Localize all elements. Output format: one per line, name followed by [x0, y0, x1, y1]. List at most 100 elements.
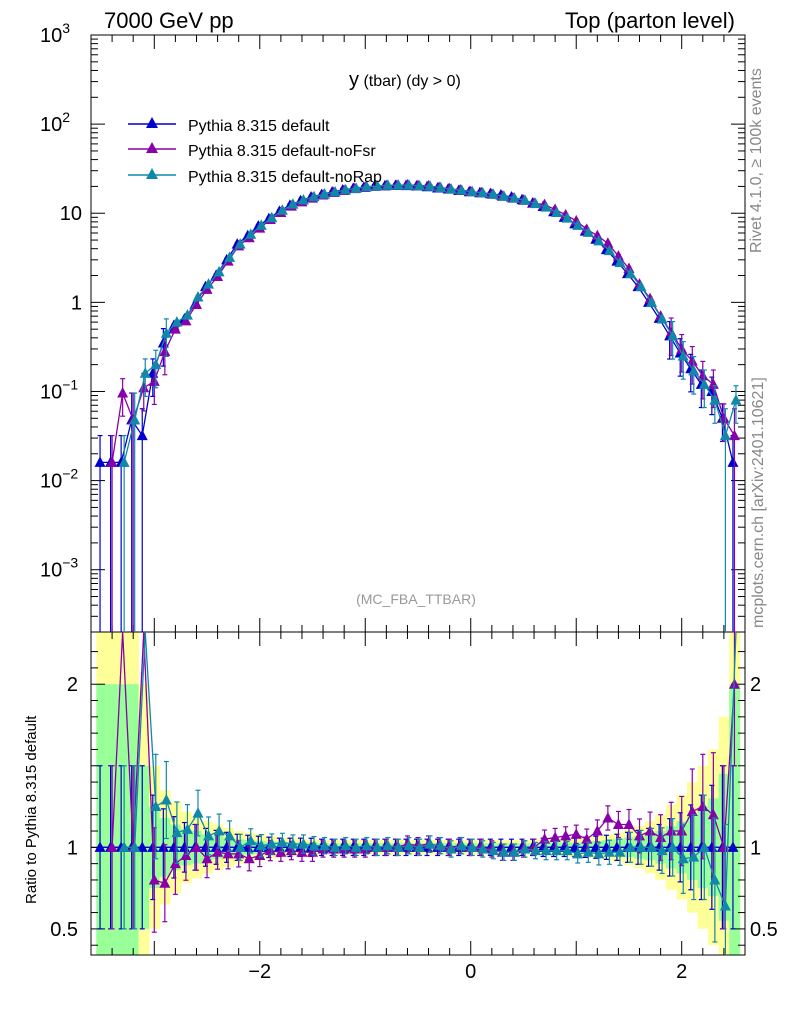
- ratio-data-point: [212, 846, 224, 857]
- ratio-data-point: [551, 844, 563, 856]
- main-y-tick-label: 103: [40, 20, 70, 47]
- main-data-point: [719, 429, 731, 441]
- main-data-point: [572, 219, 584, 230]
- main-data-point: [582, 226, 594, 237]
- ratio-data-point: [94, 841, 106, 852]
- legend-marker-default: [146, 117, 158, 128]
- ratio-data-point: [677, 852, 689, 864]
- main-data-point: [709, 394, 721, 405]
- main-y-tick-label: 10−2: [40, 466, 78, 493]
- legend-marker-nofsr: [146, 142, 158, 153]
- main-data-point: [667, 329, 679, 341]
- ratio-data-point: [307, 846, 319, 857]
- main-data-point: [697, 369, 709, 381]
- ratio-band-inner: [729, 684, 741, 955]
- main-data-point: [308, 190, 320, 202]
- ratio-data-point: [243, 852, 255, 864]
- main-data-point: [118, 456, 130, 467]
- main-data-point: [203, 278, 215, 289]
- ratio-data-point: [276, 836, 288, 847]
- main-data-point: [266, 211, 278, 223]
- main-data-point: [234, 238, 246, 249]
- main-series-line: [123, 184, 737, 463]
- main-series-line: [100, 184, 734, 464]
- ratio-data-point: [233, 847, 245, 859]
- ratio-data-point: [477, 842, 489, 854]
- ratio-series-2: [118, 631, 737, 955]
- ratio-data-point: [340, 839, 352, 851]
- plot-title-main: y: [349, 69, 359, 91]
- ratio-data-point: [424, 838, 436, 849]
- ratio-data-point: [655, 831, 667, 843]
- main-data-point: [561, 212, 573, 223]
- main-series-0: [94, 179, 739, 632]
- legend-entry-nofsr: Pythia 8.315 default-noFsr: [128, 142, 376, 160]
- ratio-data-point: [456, 839, 468, 851]
- main-data-point: [688, 364, 700, 376]
- main-data-point: [646, 296, 658, 307]
- ratio-data-point: [635, 841, 647, 852]
- main-data-point: [392, 179, 404, 190]
- ratio-data-point: [498, 846, 510, 857]
- main-data-point: [603, 244, 615, 256]
- header-observable-label: Top (parton level): [565, 8, 735, 33]
- main-y-tick-label: 1: [71, 292, 82, 314]
- main-data-point: [171, 316, 183, 327]
- ratio-data-point: [530, 844, 542, 856]
- ratio-data-point: [371, 841, 383, 852]
- main-y-tick-label: 10−1: [40, 376, 78, 403]
- ratio-data-point: [190, 841, 202, 852]
- main-data-point: [403, 179, 415, 190]
- main-series-2: [118, 179, 742, 632]
- main-data-point: [94, 456, 106, 467]
- main-data-point: [276, 204, 288, 215]
- ratio-data-point: [129, 841, 141, 852]
- ratio-plot-frame: [90, 631, 746, 956]
- ratio-data-point: [603, 846, 615, 857]
- main-data-point: [255, 219, 267, 230]
- ratio-data-point: [224, 829, 236, 841]
- ratio-data-point: [591, 825, 603, 836]
- ratio-data-point: [159, 877, 171, 888]
- main-data-point: [245, 228, 257, 239]
- ratio-data-point: [623, 818, 635, 829]
- legend-label-norap: Pythia 8.315 default-noRap: [188, 169, 382, 186]
- main-data-point: [435, 181, 447, 193]
- ratio-data-point: [561, 844, 573, 856]
- ratio-data-point: [222, 847, 234, 859]
- main-data-point: [382, 179, 394, 190]
- ratio-data-point: [570, 828, 582, 839]
- ratio-axis-title: Ratio to Pythia 8.315 default: [23, 715, 40, 904]
- ratio-data-point: [181, 823, 193, 834]
- main-data-point: [181, 309, 193, 320]
- main-data-point: [106, 456, 118, 467]
- main-data-point: [477, 186, 489, 198]
- ratio-data-point: [572, 847, 584, 859]
- ratio-data-point: [245, 834, 257, 846]
- ratio-data-point: [614, 846, 626, 857]
- ratio-series-1: [106, 631, 740, 933]
- main-data-point: [414, 179, 425, 191]
- ratio-data-point: [361, 839, 373, 851]
- ratio-data-point: [287, 838, 299, 849]
- main-data-point: [169, 323, 181, 334]
- main-data-point: [361, 180, 373, 192]
- main-y-tick-label: 102: [40, 109, 70, 136]
- ratio-data-point: [203, 829, 215, 841]
- main-data-point: [340, 183, 352, 195]
- main-data-point: [319, 188, 331, 199]
- main-data-point: [677, 350, 689, 361]
- main-data-point: [297, 193, 309, 205]
- ratio-data-point: [719, 900, 731, 911]
- main-data-point: [445, 183, 457, 194]
- main-data-point: [136, 429, 148, 441]
- plot-title: y (tbar) (dy > 0): [349, 69, 461, 91]
- ratio-data-point: [560, 829, 572, 841]
- ratio-data-point: [106, 841, 118, 852]
- ratio-data-point: [686, 805, 698, 816]
- ratio-data-point: [308, 839, 320, 851]
- ratio-data-point: [285, 844, 297, 856]
